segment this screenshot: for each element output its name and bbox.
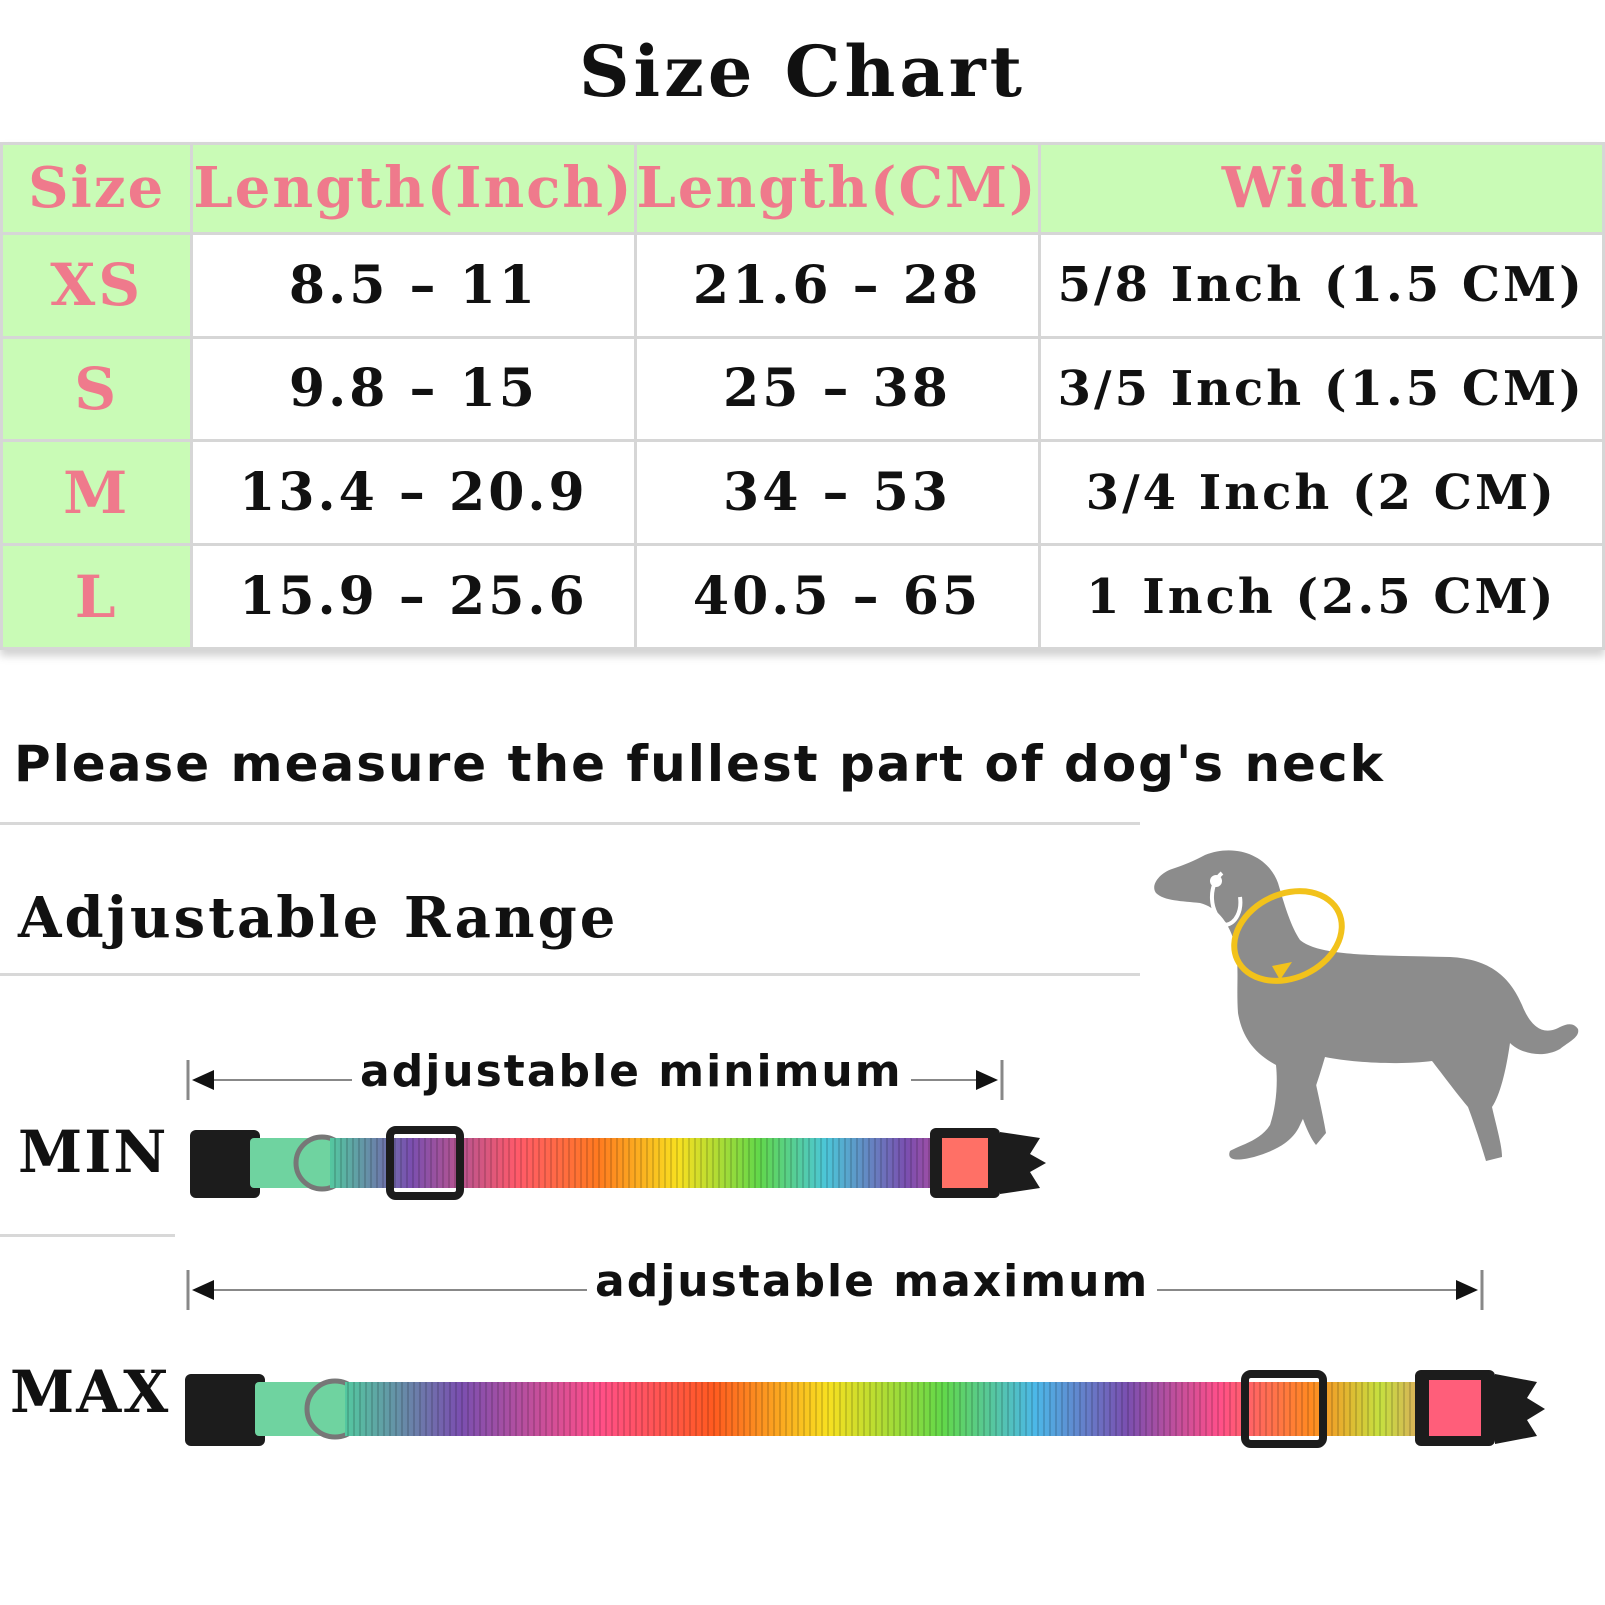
length-cm-cell: 40.5 – 65	[633, 543, 1041, 650]
width-cell: 5/8 Inch (1.5 CM)	[1037, 231, 1605, 339]
divider	[0, 822, 1140, 825]
size-cell: S	[0, 335, 194, 443]
table-row: S 9.8 – 15 25 – 38 3/5 Inch (1.5 CM)	[0, 335, 1605, 443]
size-cell: XS	[0, 231, 194, 339]
divider	[0, 1234, 175, 1237]
length-cm-cell: 34 – 53	[633, 439, 1041, 547]
header-width: Width	[1037, 142, 1605, 235]
min-caption: adjustable minimum	[352, 1046, 911, 1097]
length-inch-cell: 15.9 – 25.6	[190, 543, 637, 650]
width-cell: 3/4 Inch (2 CM)	[1037, 439, 1605, 547]
header-length-cm: Length(CM)	[633, 142, 1041, 235]
width-cell: 3/5 Inch (1.5 CM)	[1037, 335, 1605, 443]
collar-buckle-icon	[185, 1374, 265, 1446]
neck-measure-ring-icon	[1231, 888, 1345, 984]
table-row: M 13.4 – 20.9 34 – 53 3/4 Inch (2 CM)	[0, 439, 1605, 547]
length-cm-cell: 21.6 – 28	[633, 231, 1041, 339]
length-inch-cell: 8.5 – 11	[190, 231, 637, 339]
header-size: Size	[0, 142, 194, 235]
width-cell: 1 Inch (2.5 CM)	[1037, 543, 1605, 650]
length-inch-cell: 9.8 – 15	[190, 335, 637, 443]
size-cell: L	[0, 543, 194, 650]
collar-buckle-icon	[190, 1130, 260, 1198]
max-label: MAX	[10, 1358, 171, 1426]
size-cell: M	[0, 439, 194, 547]
arrow-right-icon	[1456, 1280, 1478, 1300]
divider	[0, 973, 1140, 976]
dog-silhouette-icon	[1154, 850, 1579, 1161]
table-row: XS 8.5 – 11 21.6 – 28 5/8 Inch (1.5 CM)	[0, 231, 1605, 339]
table-row: L 15.9 – 25.6 40.5 – 65 1 Inch (2.5 CM)	[0, 543, 1605, 650]
table-header-row: Size Length(Inch) Length(CM) Width	[0, 142, 1605, 235]
page-title: Size Chart	[579, 30, 1026, 113]
size-table: Size Length(Inch) Length(CM) Width XS 8.…	[0, 142, 1605, 650]
length-cm-cell: 25 – 38	[633, 335, 1041, 443]
measure-instruction: Please measure the fullest part of dog's…	[14, 735, 1385, 793]
arrow-left-icon	[192, 1280, 214, 1300]
adjustable-range-title: Adjustable Range	[18, 885, 619, 951]
min-collar-image	[190, 1126, 1046, 1200]
max-caption: adjustable maximum	[587, 1256, 1158, 1307]
arrow-left-icon	[192, 1070, 214, 1090]
max-collar-image	[185, 1370, 1545, 1448]
min-label: MIN	[18, 1118, 169, 1186]
arrow-right-icon	[976, 1070, 998, 1090]
header-length-inch: Length(Inch)	[190, 142, 637, 235]
length-inch-cell: 13.4 – 20.9	[190, 439, 637, 547]
